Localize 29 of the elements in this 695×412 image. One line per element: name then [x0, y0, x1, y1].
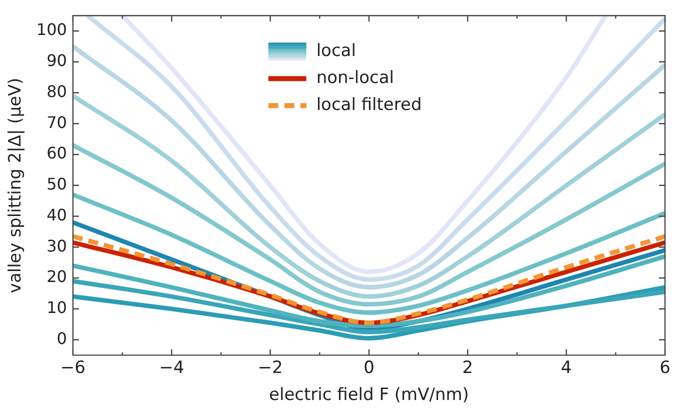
line-series [72, 94, 665, 299]
x-tick-label: −2 [258, 358, 283, 378]
x-tick-label: 2 [462, 358, 474, 378]
x-tick-label: −6 [60, 358, 86, 378]
line-series [72, 192, 665, 315]
y-axis-title: valley splitting 2|Δ| (μeV) [6, 78, 26, 294]
x-tick-label: −4 [159, 358, 184, 378]
y-tick-label: 70 [46, 112, 67, 132]
x-tick-label: 6 [660, 358, 670, 378]
legend-label: local filtered [316, 95, 422, 116]
x-tick-label: 0 [364, 358, 374, 378]
line-series [72, 143, 665, 307]
y-tick-label: 20 [46, 267, 67, 286]
legend-label: local [316, 41, 356, 62]
y-tick-label: 0 [56, 328, 67, 348]
line-series [72, 278, 665, 334]
y-tick-label: 10 [46, 298, 67, 318]
y-tick-label: 30 [46, 236, 67, 256]
y-tick-label: 50 [46, 174, 67, 194]
y-tick-label: 100 [36, 20, 67, 40]
y-tick-label: 80 [46, 82, 67, 101]
line-series [72, 254, 665, 328]
x-tick-label: 4 [560, 358, 572, 378]
y-tick-label: 60 [46, 144, 67, 163]
y-tick-label: 40 [46, 205, 67, 224]
y-tick-label: 90 [46, 51, 67, 70]
x-axis-title: electric field F (mV/nm) [269, 385, 469, 406]
line-series [120, 16, 608, 274]
legend-label: non-local [316, 68, 394, 88]
